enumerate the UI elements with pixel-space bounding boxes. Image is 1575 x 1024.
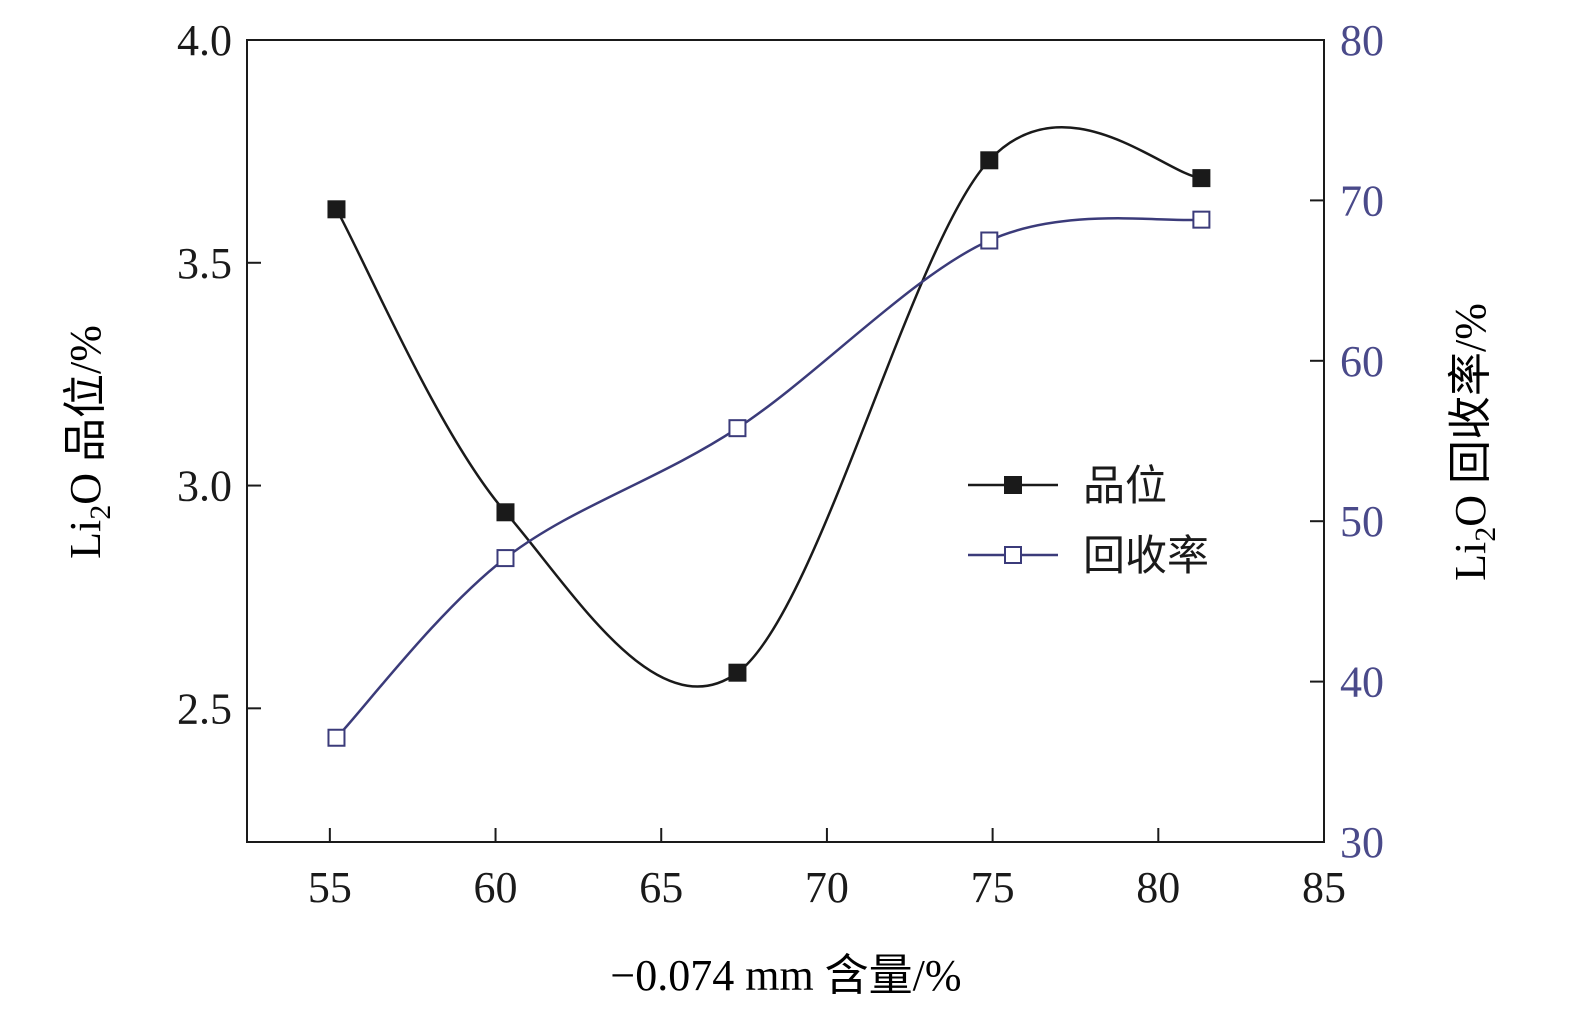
data-point [728, 419, 747, 438]
x-axis-ticks: 55 60 65 70 75 80 85 [308, 828, 1346, 912]
data-point [496, 549, 515, 568]
plot-frame [246, 39, 1325, 843]
series-line [335, 217, 1202, 739]
data-point [980, 231, 999, 250]
legend-label: 品位 [1083, 461, 1167, 510]
right-axis-label: Li2O 回收率/% [1446, 303, 1502, 581]
x-tick-label: 70 [805, 863, 849, 912]
data-point [1192, 169, 1211, 188]
series-2 [327, 210, 1211, 747]
left-tick-label: 3.0 [177, 462, 232, 511]
right-axis-ticks: 30 40 50 60 70 80 [1310, 16, 1384, 867]
left-axis-ticks: 2.5 3.0 3.5 4.0 [177, 16, 261, 733]
data-point [496, 503, 515, 522]
x-tick-label: 85 [1302, 863, 1346, 912]
right-tick-label: 70 [1340, 176, 1384, 225]
x-tick-label: 65 [639, 863, 683, 912]
axis-label-subscript: 2 [1469, 527, 1502, 542]
right-tick-label: 40 [1340, 658, 1384, 707]
right-tick-label: 60 [1340, 337, 1384, 386]
left-tick-label: 3.5 [177, 239, 232, 288]
axes [246, 39, 1325, 843]
x-tick-label: 75 [971, 863, 1015, 912]
data-point [980, 151, 999, 170]
series-1 [327, 125, 1211, 688]
axis-label-subscript: 2 [84, 505, 117, 520]
axis-label-text: O 回收率/% [1446, 303, 1495, 527]
left-tick-label: 2.5 [177, 684, 232, 733]
axis-label-text: O 品位/% [61, 325, 110, 505]
data-point [327, 200, 346, 219]
x-tick-label: 55 [308, 863, 352, 912]
x-axis-label: −0.074 mm 含量/% [610, 951, 961, 1000]
series-layer [327, 125, 1211, 747]
x-tick-label: 80 [1136, 863, 1180, 912]
axis-label-text: Li [1446, 542, 1495, 581]
data-point [327, 728, 346, 747]
right-tick-label: 50 [1340, 497, 1384, 546]
legend-marker [1004, 476, 1022, 494]
right-tick-label: 80 [1340, 16, 1384, 65]
legend-marker [1004, 546, 1022, 564]
legend-label: 回收率 [1083, 531, 1209, 580]
data-point [1192, 210, 1211, 229]
x-tick-label: 60 [474, 863, 518, 912]
right-tick-label: 30 [1340, 818, 1384, 867]
left-tick-label: 4.0 [177, 16, 232, 65]
left-axis-label: Li2O 品位/% [61, 325, 117, 559]
axis-label-text: Li [61, 520, 110, 559]
data-point [728, 663, 747, 682]
